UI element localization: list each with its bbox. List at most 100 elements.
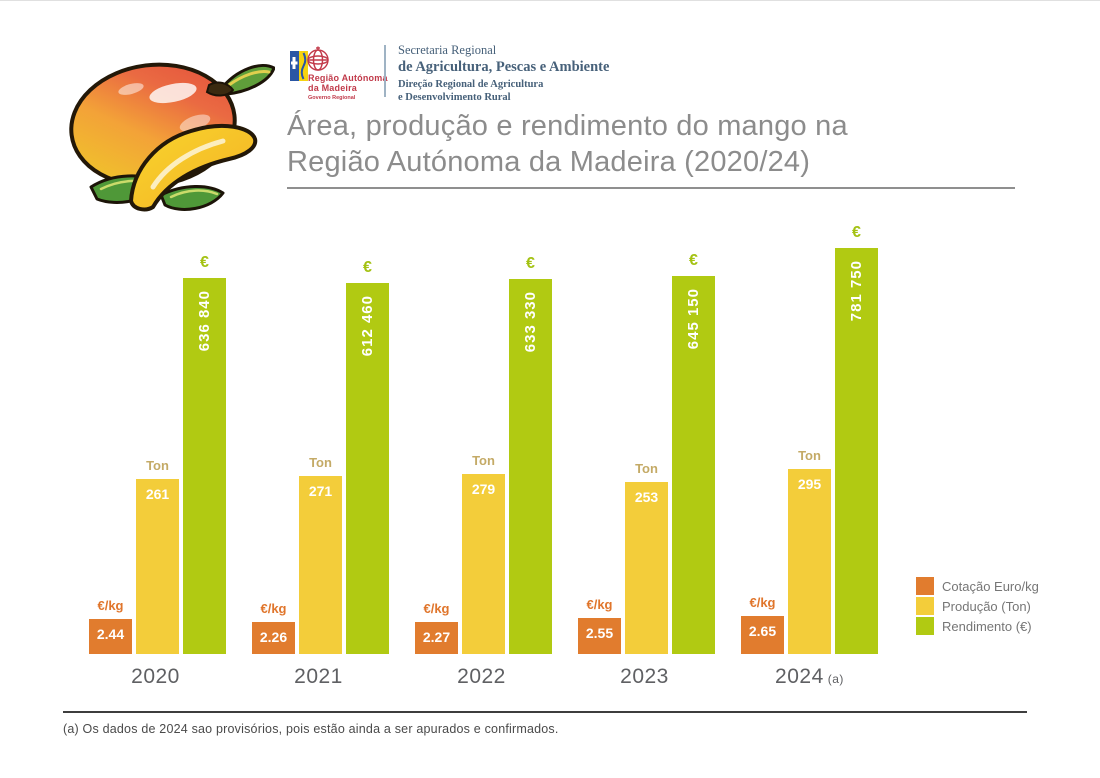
page-title-line2: Região Autónoma da Madeira (2020/24) <box>287 145 811 178</box>
legend-item-cotacao: Cotação Euro/kg <box>916 576 1039 596</box>
unit-label-eur-per-kg: €/kg <box>423 601 450 616</box>
unit-label-ton: Ton <box>146 458 169 473</box>
legend-label-producao: Produção (Ton) <box>942 598 1031 614</box>
unit-label-ton: Ton <box>798 448 821 463</box>
bar-value-cotacao-2020: 2.44 <box>96 626 125 642</box>
logo-region-line2: da Madeira <box>308 83 358 94</box>
bar-col-producao: Ton 261 <box>136 458 179 654</box>
legend-label-cotacao: Cotação Euro/kg <box>942 578 1039 594</box>
bar-producao-2020: 261 <box>136 479 179 654</box>
chart-legend: Cotação Euro/kg Produção (Ton) Rendiment… <box>916 576 1039 636</box>
bar-rendimento-2024: 781 750 <box>835 248 878 654</box>
bar-group-2023: €/kg 2.55 Ton 253 € 645 150 2023 <box>578 252 715 688</box>
bar-value-rendimento-2024: 781 750 <box>848 260 865 322</box>
unit-label-eur-per-kg: €/kg <box>97 598 124 613</box>
bar-value-producao-2020: 261 <box>145 486 170 502</box>
year-text: 2020 <box>131 665 180 688</box>
x-axis-label-2021: 2021 <box>252 665 389 689</box>
bar-rendimento-2020: 636 840 <box>183 278 226 654</box>
bar-value-producao-2021: 271 <box>308 483 333 499</box>
year-text: 2022 <box>457 665 506 688</box>
bar-producao-2021: 271 <box>299 476 342 654</box>
unit-label-euro: € <box>689 252 698 269</box>
bar-cotacao-2024: 2.65 <box>741 616 784 654</box>
bar-rendimento-2022: 633 330 <box>509 279 552 654</box>
logo-region-line1: Região Autónoma <box>308 73 388 83</box>
bar-col-cotacao: €/kg 2.26 <box>252 601 295 654</box>
bar-value-rendimento-2021: 612 460 <box>359 295 376 357</box>
page-title-line1: Área, produção e rendimento do mango na <box>287 110 848 142</box>
footnote-text: (a) Os dados de 2024 sao provisórios, po… <box>63 722 559 736</box>
bar-group-2024: €/kg 2.65 Ton 295 € 781 750 2024 (a) <box>741 224 878 688</box>
bar-col-cotacao: €/kg 2.44 <box>89 598 132 654</box>
bar-rendimento-2023: 645 150 <box>672 276 715 654</box>
bar-value-rendimento-2022: 633 330 <box>522 291 539 353</box>
bar-value-cotacao-2022: 2.27 <box>422 629 451 645</box>
unit-label-euro: € <box>200 254 209 271</box>
unit-label-eur-per-kg: €/kg <box>586 597 613 612</box>
bar-col-cotacao: €/kg 2.55 <box>578 597 621 654</box>
legend-swatch-rendimento <box>916 617 934 635</box>
bar-col-producao: Ton 271 <box>299 455 342 654</box>
bar-col-cotacao: €/kg 2.65 <box>741 595 784 654</box>
bar-value-cotacao-2023: 2.55 <box>585 625 614 641</box>
bar-col-rendimento: € 645 150 <box>672 252 715 654</box>
bar-col-producao: Ton 253 <box>625 461 668 654</box>
legend-item-rendimento: Rendimento (€) <box>916 616 1039 636</box>
title-rule <box>287 187 1015 189</box>
unit-label-ton: Ton <box>635 461 658 476</box>
secretariat-line2: de Agricultura, Pescas e Ambiente <box>398 59 610 75</box>
bar-cotacao-2023: 2.55 <box>578 618 621 654</box>
bar-value-producao-2022: 279 <box>471 481 496 497</box>
bar-col-producao: Ton 279 <box>462 453 505 654</box>
madeira-government-logo-icon <box>290 46 329 81</box>
logo-region-name: Região Autónoma da Madeira <box>308 73 388 94</box>
bar-producao-2022: 279 <box>462 474 505 654</box>
bar-col-cotacao: €/kg 2.27 <box>415 601 458 654</box>
logo-governo-regional: Governo Regional <box>308 95 356 101</box>
directorate-line2: e Desenvolvimento Rural <box>398 91 511 103</box>
x-axis-label-2020: 2020 <box>89 665 226 689</box>
directorate-line1: Direção Regional de Agricultura <box>398 79 544 91</box>
header: Região Autónoma da Madeira Governo Regio… <box>288 43 758 107</box>
x-axis-label-2022: 2022 <box>415 665 552 689</box>
bar-cotacao-2021: 2.26 <box>252 622 295 654</box>
bar-producao-2023: 253 <box>625 482 668 654</box>
year-text: 2021 <box>294 665 343 688</box>
legend-item-producao: Produção (Ton) <box>916 596 1039 616</box>
unit-label-ton: Ton <box>309 455 332 470</box>
page-title: Área, produção e rendimento do mango na … <box>287 109 907 181</box>
bar-value-cotacao-2021: 2.26 <box>259 629 288 645</box>
bar-group-2021: €/kg 2.26 Ton 271 € 612 460 2021 <box>252 259 389 688</box>
x-axis-label-2024: 2024 (a) <box>741 665 878 689</box>
unit-label-eur-per-kg: €/kg <box>749 595 776 610</box>
bar-cotacao-2022: 2.27 <box>415 622 458 654</box>
legend-swatch-cotacao <box>916 577 934 595</box>
secretariat-line1: Secretaria Regional <box>398 43 497 57</box>
unit-label-ton: Ton <box>472 453 495 468</box>
bar-value-cotacao-2024: 2.65 <box>748 623 777 639</box>
year-text: 2024 <box>775 665 824 688</box>
legend-label-rendimento: Rendimento (€) <box>942 618 1032 634</box>
year-suffix: (a) <box>827 672 844 686</box>
bar-group-2022: €/kg 2.27 Ton 279 € 633 330 2022 <box>415 255 552 688</box>
bar-value-rendimento-2020: 636 840 <box>196 290 213 352</box>
bar-col-producao: Ton 295 <box>788 448 831 654</box>
bar-value-producao-2023: 253 <box>634 489 659 505</box>
year-text: 2023 <box>620 665 669 688</box>
bar-group-2020: €/kg 2.44 Ton 261 € 636 840 2020 <box>89 254 226 688</box>
legend-swatch-producao <box>916 597 934 615</box>
bar-col-rendimento: € 781 750 <box>835 224 878 654</box>
bar-col-rendimento: € 636 840 <box>183 254 226 654</box>
bar-col-rendimento: € 633 330 <box>509 255 552 654</box>
unit-label-euro: € <box>852 224 861 241</box>
secretariat-block: Secretaria Regional de Agricultura, Pesc… <box>398 43 609 104</box>
bar-col-rendimento: € 612 460 <box>346 259 389 654</box>
header-divider <box>384 45 386 97</box>
bar-producao-2024: 295 <box>788 469 831 654</box>
x-axis-label-2023: 2023 <box>578 665 715 689</box>
unit-label-euro: € <box>526 255 535 272</box>
bar-value-producao-2024: 295 <box>797 476 822 492</box>
bar-chart: €/kg 2.44 Ton 261 € 636 840 2020 <box>89 224 878 688</box>
